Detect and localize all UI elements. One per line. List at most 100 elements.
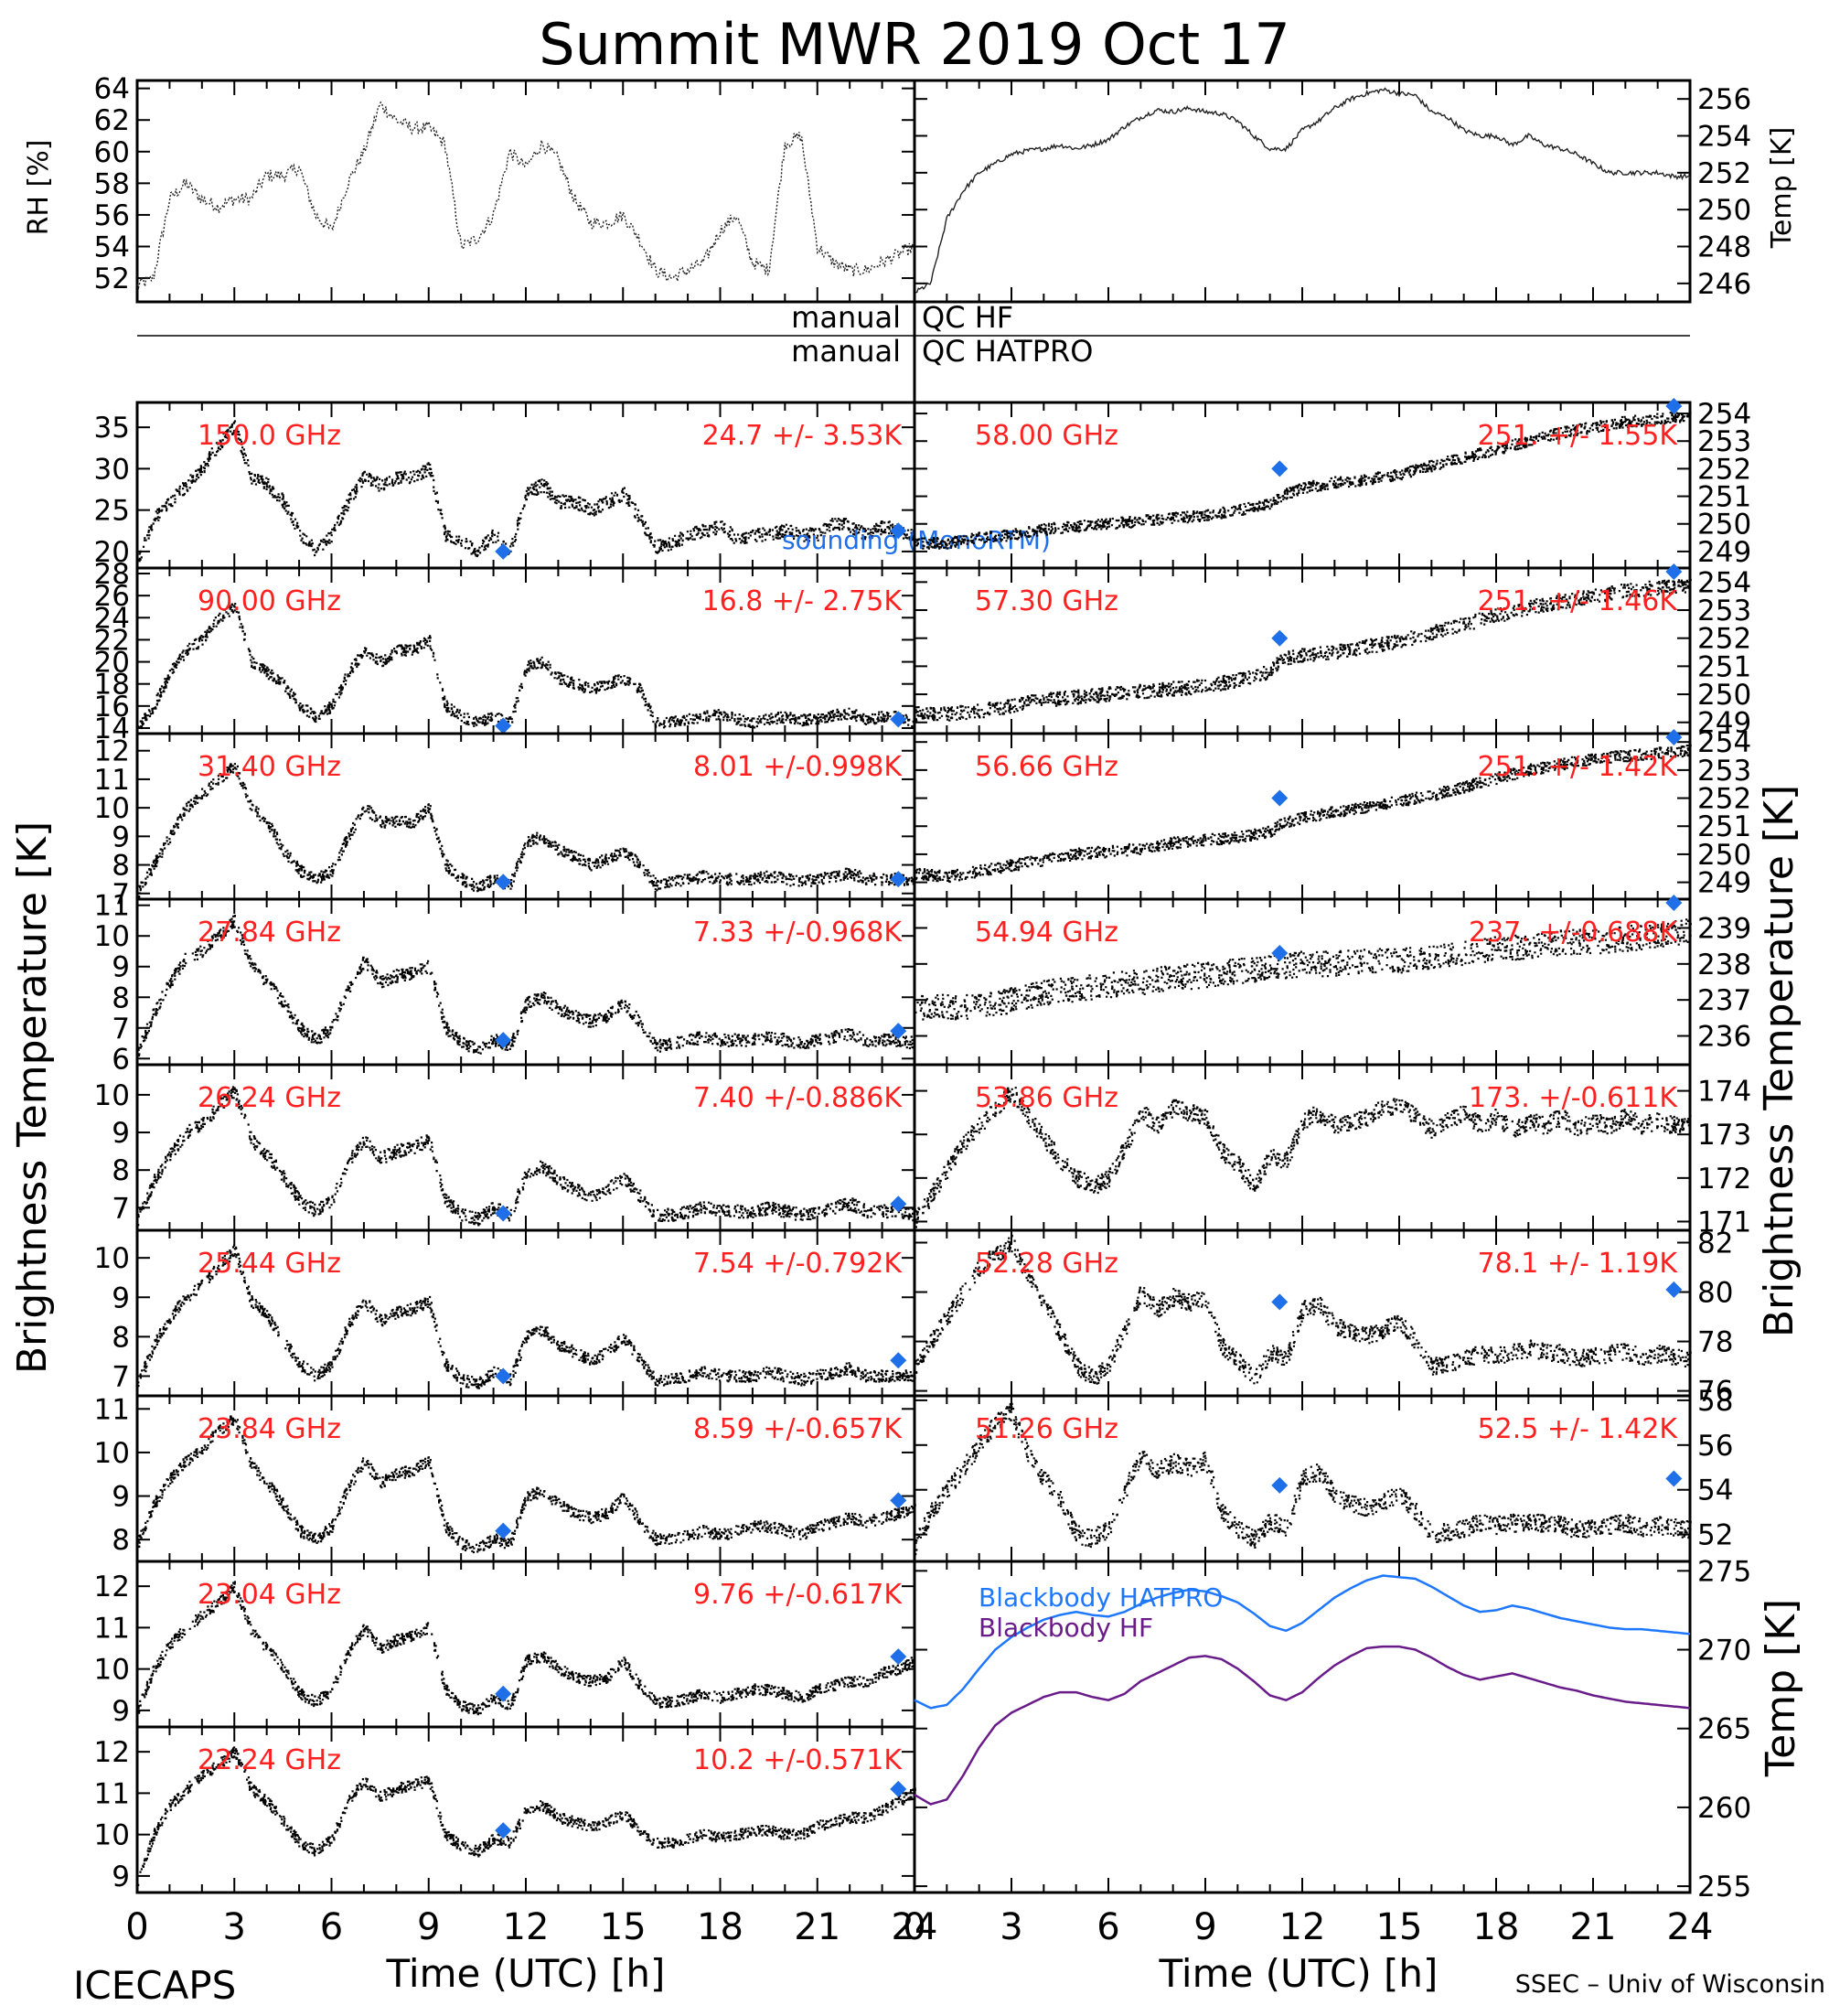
y-tick-label: 9 — [112, 820, 130, 853]
sounding-marker — [495, 1822, 512, 1839]
y-tick-label: 10 — [94, 1819, 130, 1852]
y-tick-label: 171 — [1697, 1206, 1751, 1239]
y-tick-label: 250 — [1697, 679, 1751, 712]
sounding-marker — [890, 871, 907, 888]
y-tick-label: 9 — [112, 1281, 130, 1314]
y-tick-label: 249 — [1697, 867, 1751, 900]
panel-stats-label: 251. +/- 1.42K — [1478, 751, 1679, 783]
y-tick-label: 22 — [94, 624, 130, 657]
sounding-marker — [890, 1492, 907, 1509]
y-tick-label: 10 — [94, 920, 130, 953]
y-tick-label: 8 — [112, 1321, 130, 1354]
y-tick-label: 9 — [112, 1861, 130, 1893]
scatter-points-31.40ghz — [137, 763, 916, 898]
y-tick-label: 12 — [94, 1736, 130, 1769]
temp-series-line — [914, 87, 1691, 294]
panel-stats-label: 16.8 +/- 2.75K — [702, 585, 904, 617]
rh-series-line — [136, 101, 915, 291]
panel-stats-label: 251. +/- 1.55K — [1478, 420, 1679, 452]
panel-frequency-label: 25.44 GHz — [198, 1248, 341, 1280]
scatter-points-56.66ghz — [914, 745, 1692, 884]
sounding-marker — [495, 874, 512, 891]
sounding-marker — [495, 1685, 512, 1702]
scatter-points-51.26ghz — [914, 1402, 1692, 1556]
sounding-marker — [1665, 729, 1683, 745]
sounding-marker — [1665, 563, 1683, 580]
y-tick-label: 8 — [112, 850, 130, 883]
sounding-marker — [495, 1522, 512, 1539]
y-tick-label: 239 — [1697, 912, 1751, 945]
sounding-marker — [890, 1196, 907, 1213]
y-tick-label: 246 — [1697, 268, 1751, 301]
y-tick-label: 254 — [1697, 726, 1751, 759]
footer-ssec: SSEC – Univ of Wisconsin — [1515, 1970, 1825, 1999]
scatter-points-53.86ghz — [914, 1087, 1692, 1228]
panel-frequency-label: 58.00 GHz — [975, 420, 1118, 452]
x-tick-label: 15 — [600, 1906, 647, 1948]
x-axis-label-right: Time (UTC) [h] — [1159, 1951, 1439, 1996]
legend-hatpro: Blackbody HATPRO — [979, 1582, 1223, 1613]
panel-frequency-label: 31.40 GHz — [198, 751, 341, 783]
right-y-axis-label: Brightness Temperature [K] — [1756, 785, 1802, 1337]
sounding-marker — [890, 1023, 907, 1040]
y-tick-label: 11 — [94, 890, 130, 923]
x-tick-label: 3 — [223, 1906, 246, 1948]
x-tick-label: 12 — [1279, 1906, 1326, 1948]
y-tick-label: 9 — [112, 1117, 130, 1150]
sounding-marker — [495, 717, 512, 735]
panel-stats-label: 7.33 +/-0.968K — [693, 917, 903, 949]
legend-hf: Blackbody HF — [979, 1613, 1153, 1643]
sounding-marker — [1271, 1476, 1289, 1494]
y-tick-label: 252 — [1697, 453, 1751, 486]
y-tick-label: 18 — [94, 669, 130, 702]
qc-hf-label-left: manual — [791, 300, 901, 335]
footer-icecaps: ICECAPS — [73, 1963, 236, 2008]
qc-hf-label-right: QC HF — [922, 300, 1013, 335]
y-tick-label: 265 — [1697, 1713, 1751, 1746]
scatter-points-26.24ghz — [137, 1086, 916, 1227]
sounding-marker — [495, 1205, 512, 1222]
sounding-marker — [1665, 1470, 1683, 1487]
panel-stats-label: 251. +/- 1.46K — [1478, 585, 1679, 617]
y-tick-label: 172 — [1697, 1163, 1751, 1196]
sounding-marker — [1271, 945, 1289, 962]
y-tick-label: 24 — [94, 602, 130, 635]
scatter-points-90ghz — [137, 603, 916, 730]
panel-stats-label: 7.54 +/-0.792K — [693, 1248, 903, 1280]
y-tick-label: 250 — [1697, 509, 1751, 542]
panel-frequency-label: 150.0 GHz — [198, 420, 341, 452]
y-tick-label: 10 — [94, 1242, 130, 1275]
y-tick-label: 173 — [1697, 1119, 1751, 1152]
y-tick-label: 238 — [1697, 949, 1751, 981]
panel-frequency-label: 57.30 GHz — [975, 585, 1118, 617]
sounding-marker — [1271, 629, 1289, 647]
scatter-points-25.44ghz — [137, 1244, 916, 1389]
x-tick-label: 15 — [1376, 1906, 1423, 1948]
y-tick-label: 10 — [94, 1437, 130, 1470]
sounding-marker — [890, 1780, 907, 1797]
panel-frequency-label: 27.84 GHz — [198, 917, 341, 949]
y-tick-label: 251 — [1697, 650, 1751, 683]
y-tick-label: 8 — [112, 981, 130, 1014]
scatter-points-52.28ghz — [914, 1234, 1692, 1385]
y-tick-label: 62 — [94, 104, 130, 137]
panel-stats-label: 10.2 +/-0.571K — [693, 1744, 903, 1776]
y-tick-label: 7 — [112, 878, 130, 911]
x-tick-label: 21 — [794, 1906, 840, 1948]
y-tick-label: 58 — [1697, 1385, 1733, 1418]
scatter-points-27.84ghz — [137, 915, 916, 1057]
y-tick-label: 8 — [112, 1154, 130, 1187]
y-tick-label: 251 — [1697, 481, 1751, 514]
y-tick-label: 251 — [1697, 810, 1751, 843]
x-tick-label: 9 — [1193, 1906, 1216, 1948]
sounding-marker — [1271, 1293, 1289, 1311]
y-tick-label: 248 — [1697, 231, 1751, 264]
panel-frequency-label: 52.28 GHz — [975, 1248, 1118, 1280]
x-tick-label: 24 — [892, 1906, 938, 1948]
y-tick-label: 174 — [1697, 1076, 1751, 1109]
y-tick-label: 12 — [94, 1571, 130, 1603]
y-tick-label: 54 — [1697, 1474, 1733, 1507]
y-tick-label: 26 — [94, 580, 130, 613]
y-tick-label: 56 — [1697, 1430, 1733, 1463]
